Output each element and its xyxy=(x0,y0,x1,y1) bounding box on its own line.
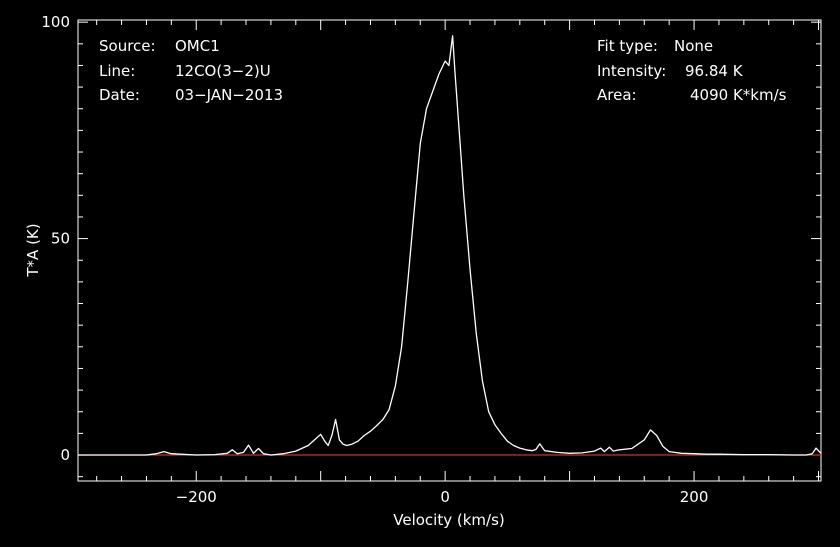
line-value: 12CO(3−2)U xyxy=(175,62,271,80)
y-axis-label: T*A (K) xyxy=(24,223,42,277)
axis-ticks xyxy=(78,20,821,481)
fit-type-value: None xyxy=(674,37,713,55)
annotation-right: Fit type: None Intensity: 96.84 K Area: … xyxy=(597,37,787,104)
line-key: Line: xyxy=(99,62,135,80)
date-value: 03−JAN−2013 xyxy=(175,86,283,104)
source-value: OMC1 xyxy=(175,37,220,55)
x-tick-label: −200 xyxy=(176,488,217,506)
fit-type-key: Fit type: xyxy=(597,37,658,55)
area-key: Area: xyxy=(597,86,637,104)
x-tick-label: 0 xyxy=(440,488,450,506)
date-key: Date: xyxy=(99,86,140,104)
y-tick-label: 100 xyxy=(41,13,70,31)
y-tick-label: 50 xyxy=(51,230,70,248)
intensity-value: 96.84 K xyxy=(685,62,744,80)
series-layer xyxy=(78,35,822,456)
y-tick-label: 0 xyxy=(60,446,70,464)
spectrum-line xyxy=(78,35,822,456)
intensity-key: Intensity: xyxy=(597,62,666,80)
x-tick-label: 200 xyxy=(680,488,709,506)
plot-frame xyxy=(77,19,822,482)
source-key: Source: xyxy=(99,37,156,55)
x-axis-label: Velocity (km/s) xyxy=(393,511,504,529)
axis-tick-labels: −200 0 200 0 50 100 xyxy=(41,13,708,506)
annotation-left: Source: OMC1 Line: 12CO(3−2)U Date: 03−J… xyxy=(99,37,283,104)
area-value: 4090 K*km/s xyxy=(690,86,787,104)
